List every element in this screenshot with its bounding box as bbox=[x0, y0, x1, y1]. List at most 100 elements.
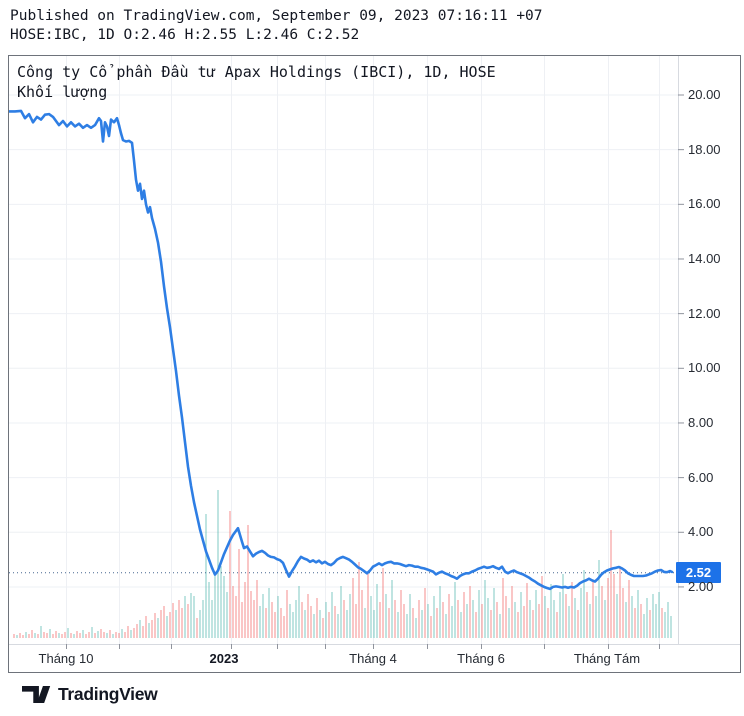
volume-bar bbox=[352, 578, 354, 638]
volume-bar bbox=[76, 631, 78, 638]
symbol-ohlc-line: HOSE:IBC, 1D O:2.46 H:2.55 L:2.46 C:2.52 bbox=[10, 27, 360, 43]
volume-bar bbox=[610, 530, 612, 638]
volume-bar bbox=[244, 582, 246, 638]
volume-bar bbox=[169, 612, 171, 638]
volume-bar bbox=[412, 608, 414, 638]
volume-bar bbox=[247, 525, 249, 638]
volume-bar bbox=[622, 588, 624, 638]
volume-bar bbox=[37, 634, 39, 638]
volume-bar bbox=[394, 600, 396, 638]
volume-bar bbox=[13, 634, 15, 638]
price-axis-label: 16.00 bbox=[688, 196, 721, 212]
tradingview-logo-icon bbox=[22, 686, 51, 703]
volume-bar bbox=[613, 574, 615, 638]
volume-bar bbox=[442, 602, 444, 638]
volume-bar bbox=[229, 511, 231, 638]
volume-bar bbox=[448, 594, 450, 638]
volume-bar bbox=[568, 606, 570, 638]
volume-bar bbox=[22, 635, 24, 638]
volume-bar bbox=[361, 590, 363, 638]
volume-bar bbox=[196, 618, 198, 638]
volume-bar bbox=[457, 600, 459, 638]
volume-bar bbox=[364, 608, 366, 638]
volume-bar bbox=[604, 600, 606, 638]
chart-title: Công ty Cổ phần Đầu tư Apax Holdings (IB… bbox=[17, 63, 496, 81]
volume-bar bbox=[523, 606, 525, 638]
volume-bar bbox=[658, 592, 660, 638]
volume-bar bbox=[40, 626, 42, 638]
price-axis-label: 2.00 bbox=[688, 578, 714, 594]
volume-bar bbox=[241, 602, 243, 638]
volume-bar bbox=[511, 586, 513, 638]
volume-bar bbox=[559, 592, 561, 638]
volume-bar bbox=[133, 628, 135, 638]
volume-bar bbox=[286, 590, 288, 638]
volume-bar bbox=[472, 600, 474, 638]
volume-bar bbox=[430, 616, 432, 638]
volume-bar bbox=[631, 596, 633, 638]
volume-bar bbox=[148, 623, 150, 638]
volume-bar bbox=[466, 604, 468, 638]
volume-bar bbox=[34, 633, 36, 638]
volume-bar bbox=[637, 590, 639, 638]
price-axis-label: 10.00 bbox=[688, 360, 721, 376]
volume-label: Khối lượng bbox=[17, 83, 108, 101]
price-axis-label: 12.00 bbox=[688, 305, 721, 321]
volume-bar bbox=[385, 594, 387, 638]
volume-bar bbox=[181, 608, 183, 638]
volume-bar bbox=[253, 600, 255, 638]
volume-bar bbox=[118, 633, 120, 638]
volume-bar bbox=[172, 603, 174, 638]
volume-bar bbox=[124, 632, 126, 638]
time-axis-label: Tháng 10 bbox=[38, 651, 94, 666]
time-axis-label: Tháng 6 bbox=[457, 651, 505, 666]
volume-bar bbox=[208, 582, 210, 638]
volume-bar bbox=[58, 633, 60, 638]
volume-bar bbox=[547, 608, 549, 638]
volume-bar bbox=[628, 580, 630, 638]
volume-bar bbox=[283, 616, 285, 638]
volume-bar bbox=[121, 629, 123, 638]
volume-bar bbox=[550, 584, 552, 638]
volume-bar bbox=[556, 612, 558, 638]
price-axis-label: 6.00 bbox=[688, 469, 714, 485]
volume-bar bbox=[274, 612, 276, 638]
volume-bar bbox=[619, 566, 621, 638]
volume-bar bbox=[313, 614, 315, 638]
volume-bar bbox=[535, 590, 537, 638]
volume-bar bbox=[574, 598, 576, 638]
volume-bar bbox=[589, 604, 591, 638]
volume-bar bbox=[262, 594, 264, 638]
volume-bar bbox=[643, 614, 645, 638]
volume-bar bbox=[211, 600, 213, 638]
volume-bar bbox=[586, 592, 588, 638]
volume-bar bbox=[268, 588, 270, 638]
time-axis-label: Tháng Tám bbox=[573, 651, 641, 666]
volume-bar bbox=[484, 580, 486, 638]
volume-bar bbox=[397, 612, 399, 638]
volume-bar bbox=[85, 634, 87, 638]
volume-bar bbox=[19, 633, 21, 638]
volume-bar bbox=[52, 634, 54, 638]
current-price-badge: 2.52 bbox=[676, 562, 721, 584]
volume-bar bbox=[103, 632, 105, 638]
volume-bar bbox=[277, 596, 279, 638]
tradingview-footer-link[interactable]: TradingView bbox=[22, 684, 158, 705]
volume-bar bbox=[478, 590, 480, 638]
volume-bar bbox=[43, 632, 45, 638]
volume-bar bbox=[217, 490, 219, 638]
volume-bar bbox=[526, 583, 528, 638]
volume-bar bbox=[289, 604, 291, 638]
volume-bar bbox=[259, 606, 261, 638]
volume-bar bbox=[616, 594, 618, 638]
volume-bar bbox=[538, 604, 540, 638]
volume-bar bbox=[25, 632, 27, 638]
volume-bar bbox=[193, 596, 195, 638]
volume-bar bbox=[334, 606, 336, 638]
volume-bar bbox=[454, 582, 456, 638]
volume-bar bbox=[418, 600, 420, 638]
volume-bar bbox=[67, 628, 69, 638]
volume-bar bbox=[583, 570, 585, 638]
volume-bar bbox=[178, 600, 180, 638]
